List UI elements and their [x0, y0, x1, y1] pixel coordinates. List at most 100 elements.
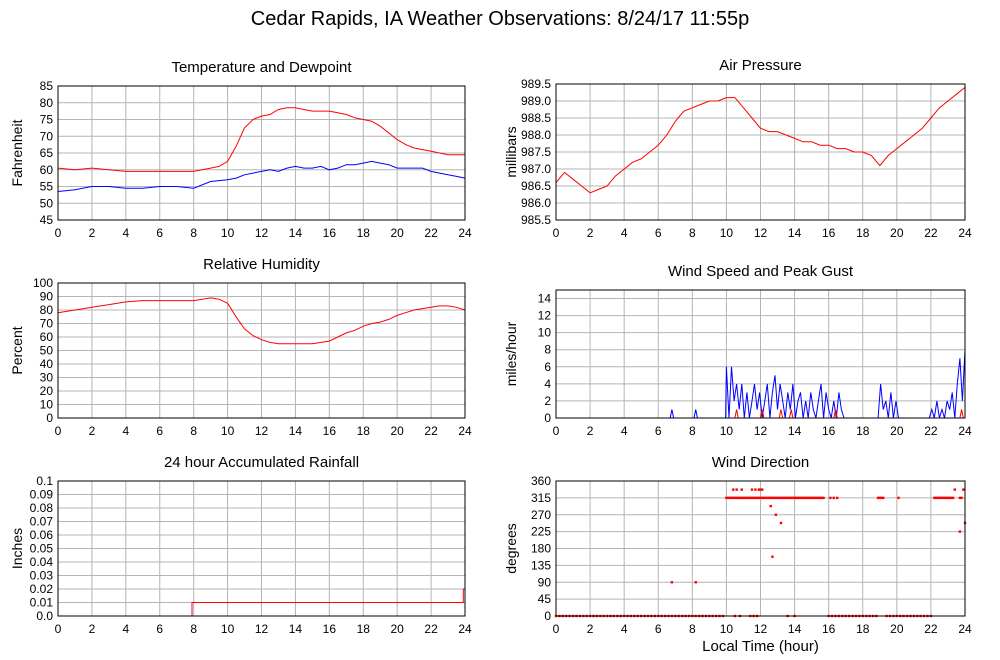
direction-point [939, 496, 943, 500]
direction-point [807, 496, 810, 500]
wind-x-tick-label: 18 [856, 424, 870, 438]
page-title: Cedar Rapids, IA Weather Observations: 8… [250, 8, 750, 30]
humidity-y-tick-label: 70 [40, 317, 54, 331]
direction-point [796, 496, 800, 500]
direction-point [822, 496, 825, 500]
humidity-y-tick-label: 90 [40, 290, 54, 304]
humidity-x-tick-label: 10 [221, 424, 235, 438]
direction-y-tick-label: 135 [531, 558, 551, 572]
direction-point [835, 496, 839, 500]
pressure-y-axis-label: millibars [503, 126, 519, 177]
direction-point [786, 496, 789, 500]
humidity-y-tick-label: 60 [40, 330, 54, 344]
direction-point [880, 496, 883, 500]
direction-point [749, 496, 752, 500]
temp-chart-title: Temperature and Dewpoint [171, 59, 352, 76]
rain-x-tick-label: 22 [424, 622, 438, 636]
direction-point [781, 496, 784, 500]
wind-y-tick-label: 14 [538, 292, 552, 306]
direction-point [779, 521, 783, 525]
pressure-x-tick-label: 10 [720, 226, 734, 240]
rain-chart: 0 2 4 6 8 10 12 14 16 18 20 22 240.00.010.020.030.04… [9, 454, 472, 636]
pressure-x-tick-label: 14 [788, 226, 802, 240]
direction-point [745, 496, 749, 500]
wind-x-tick-label: 16 [822, 424, 836, 438]
direction-point [818, 496, 822, 500]
rain-y-tick-label: 0.04 [30, 555, 54, 569]
direction-point [733, 496, 737, 500]
direction-point [817, 496, 820, 500]
direction-point [801, 496, 805, 500]
temp-x-tick-label: 24 [458, 226, 472, 240]
direction-point [938, 496, 941, 500]
direction-point [783, 496, 786, 500]
direction-point [769, 496, 772, 500]
direction-y-tick-label: 270 [531, 508, 551, 522]
rain-y-tick-label: 0.0 [36, 609, 53, 623]
direction-point [762, 496, 766, 500]
rain-x-tick-label: 16 [323, 622, 337, 636]
direction-x-tick-label: 6 [655, 622, 662, 636]
pressure-x-tick-label: 18 [856, 226, 870, 240]
direction-point [774, 513, 778, 516]
direction-point [735, 496, 738, 500]
rain-chart-title: 24 hour Accumulated Rainfall [164, 454, 359, 471]
humidity-y-tick-label: 40 [40, 357, 54, 371]
direction-point [934, 496, 938, 500]
wind-x-tick-label: 22 [924, 424, 938, 438]
pressure-chart-title: Air Pressure [719, 57, 802, 74]
pressure-y-tick-label: 987.0 [521, 162, 551, 176]
pressure-y-tick-label: 989.0 [521, 94, 551, 108]
direction-point [958, 496, 962, 500]
humidity-y-tick-label: 30 [40, 371, 54, 385]
direction-point [764, 496, 767, 500]
wind-y-tick-label: 2 [544, 394, 551, 408]
direction-point [815, 496, 818, 500]
rain-y-tick-label: 0.03 [30, 569, 54, 583]
direction-point [789, 496, 793, 500]
pressure-y-tick-label: 986.0 [521, 196, 551, 210]
wind-series-line [556, 349, 966, 419]
direction-point [946, 496, 950, 500]
rain-y-axis-label: Inches [9, 528, 25, 569]
direction-x-tick-label: 14 [788, 622, 802, 636]
direction-point [759, 496, 762, 500]
humidity-x-tick-label: 2 [89, 424, 96, 438]
temp-x-tick-label: 22 [424, 226, 438, 240]
direction-point [755, 496, 759, 500]
humidity-series-line [57, 297, 466, 345]
direction-point [832, 496, 835, 500]
humidity-x-tick-label: 12 [255, 424, 269, 438]
direction-point [779, 496, 783, 500]
direction-point [769, 504, 772, 508]
wind-x-tick-label: 6 [655, 424, 662, 438]
direction-point [747, 496, 750, 500]
humidity-x-tick-label: 16 [323, 424, 337, 438]
direction-point [766, 496, 769, 500]
temp-x-tick-label: 20 [390, 226, 404, 240]
temp-chart: 0 2 4 6 8 10 12 14 16 18 20 22 24455055606570758085T… [9, 59, 472, 240]
direction-x-tick-label: 0 [553, 622, 560, 636]
rain-x-tick-label: 18 [357, 622, 371, 636]
direction-point [757, 488, 760, 491]
rain-y-tick-label: 0.05 [30, 542, 54, 556]
direction-point [820, 496, 824, 500]
rain-x-tick-label: 2 [89, 622, 96, 636]
direction-chart: 0 2 4 6 8 10 12 14 16 18 20 22 240459013518022527031… [503, 454, 972, 655]
temp-frame [57, 85, 466, 221]
pressure-y-tick-label: 988.0 [521, 128, 551, 142]
direction-y-tick-label: 225 [531, 525, 551, 539]
direction-x-tick-label: 24 [958, 622, 972, 636]
direction-point [759, 488, 762, 491]
wind-chart-title: Wind Speed and Peak Gust [668, 263, 854, 280]
rain-y-tick-label: 0.02 [30, 582, 54, 596]
direction-x-tick-label: 12 [754, 622, 768, 636]
direction-point [810, 496, 813, 500]
humidity-y-tick-label: 10 [40, 398, 54, 412]
humidity-x-tick-label: 20 [390, 424, 404, 438]
pressure-y-tick-label: 986.5 [521, 179, 551, 193]
temp-y-tick-label: 60 [40, 163, 54, 177]
direction-point [953, 488, 956, 491]
direction-point [726, 496, 730, 500]
